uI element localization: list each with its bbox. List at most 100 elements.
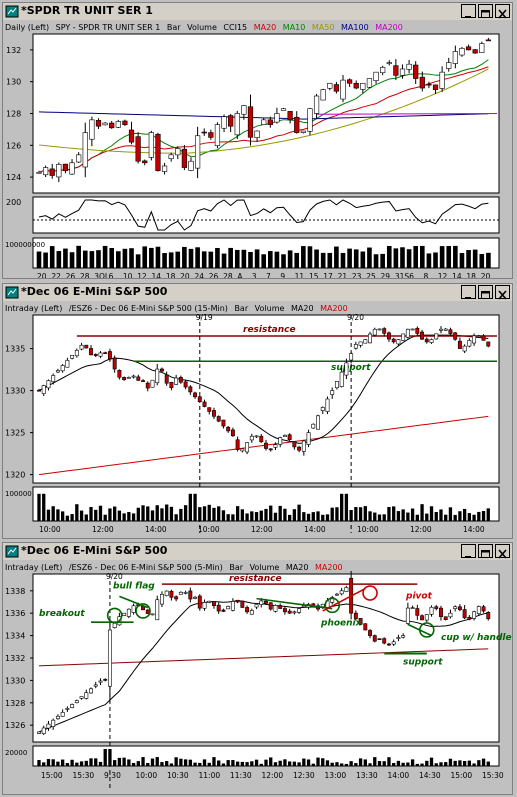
volume-bar (426, 253, 432, 268)
price-bar (208, 132, 214, 138)
volume-bar (264, 508, 268, 521)
volume-bar (439, 246, 445, 268)
close-button[interactable] (495, 285, 510, 300)
price-bar (462, 609, 467, 619)
price-bar (98, 352, 103, 357)
volume-bar (131, 762, 136, 766)
volume-bar (314, 249, 319, 268)
volume-bar (109, 248, 115, 268)
volume-bar (195, 247, 200, 268)
es-5min-chart[interactable]: 1338 1336 1334 1332 1330 1328 1326 resistance su… (3, 543, 512, 794)
ma50-label: MA50 (311, 23, 335, 32)
chart-header: Daily (Left) SPY - SPDR TR UNIT SER 1 Ba… (5, 23, 407, 32)
volume-bar (283, 759, 287, 766)
phoenix-circle (324, 597, 341, 614)
volume-bar (264, 759, 268, 766)
volume-bar (386, 245, 392, 268)
volume-bar (198, 762, 202, 766)
price-bar (155, 368, 160, 384)
volume-bar (117, 757, 122, 766)
minimize-button[interactable] (461, 285, 476, 299)
minimize-button[interactable] (461, 544, 476, 558)
volume-bar (481, 758, 486, 766)
date-tick-label: 3OJ (94, 272, 107, 278)
volume-bar (169, 763, 174, 766)
volume-bar (429, 757, 434, 766)
price-bar (373, 71, 379, 82)
price-bar (145, 382, 150, 389)
price-tick-label: 1332 (5, 654, 25, 663)
price-bar (51, 719, 56, 727)
volume-bar (344, 763, 349, 766)
price-tick-label: 1328 (5, 699, 25, 708)
maximize-button[interactable] (478, 544, 493, 558)
close-button[interactable] (495, 544, 510, 559)
volume-bar (340, 252, 346, 268)
price-bar (306, 432, 311, 445)
price-bar (485, 39, 492, 42)
bull-flag-circle (135, 603, 151, 619)
minimize-button[interactable] (461, 4, 476, 18)
ma20-line (38, 600, 489, 733)
volume-bar (410, 508, 415, 521)
price-bar (481, 335, 486, 341)
title-bar[interactable]: *Dec 06 E-Mini S&P 500 (3, 543, 512, 560)
volume-bar (82, 250, 88, 268)
volume-bar (254, 759, 259, 766)
symbol-label: /ESZ6 - Dec 06 E-Mini S&P 500 (15-Min) (68, 304, 228, 313)
price-bar (334, 593, 339, 596)
volume-bar (373, 757, 377, 766)
resistance-label: resistance (229, 574, 282, 584)
volume-bar (406, 249, 412, 268)
volume-bar (183, 759, 188, 766)
volume-bar (458, 760, 462, 766)
price-bar (420, 331, 425, 340)
volume-bar (306, 759, 311, 766)
price-bar (327, 82, 333, 89)
maximize-button[interactable] (478, 4, 493, 18)
price-bar (241, 105, 247, 115)
pivot-label: pivot (405, 591, 433, 601)
price-bar (150, 379, 155, 388)
volume-bar (429, 506, 434, 521)
price-bar (349, 353, 354, 361)
volume-bar (69, 252, 75, 268)
maximize-icon (481, 291, 490, 299)
volume-bar (102, 245, 108, 268)
volume-bar (294, 252, 300, 268)
price-bar (457, 340, 462, 349)
phoenix-label: phoenix (320, 619, 363, 629)
volume-bar (382, 514, 386, 521)
cci-panel (32, 196, 500, 234)
price-bar (267, 119, 273, 125)
price-bar (164, 374, 169, 384)
price-bar (432, 84, 439, 90)
maximize-button[interactable] (478, 285, 493, 299)
price-bar (202, 602, 207, 609)
volume-bar (56, 251, 62, 268)
date-tick-label: 23 (352, 272, 362, 278)
volume-bar (330, 762, 334, 766)
title-bar[interactable]: *SPDR TR UNIT SER 1 (3, 3, 512, 20)
spy-daily-window: *SPDR TR UNIT SER 1 Daily (Left) SPY - S… (2, 2, 513, 279)
volume-bar (98, 761, 103, 766)
volume-bar (334, 246, 339, 268)
volume-bar (96, 250, 101, 268)
volume-bar (306, 513, 311, 521)
price-bar (117, 369, 122, 378)
price-bar (358, 341, 363, 346)
price-bar (169, 381, 174, 389)
volume-bar (274, 251, 280, 268)
volume-bar (344, 493, 349, 521)
price-bar (443, 328, 448, 331)
price-bar (249, 610, 254, 615)
price-bar (292, 611, 297, 614)
volume-bar (377, 761, 382, 766)
price-bar (446, 62, 452, 69)
volume-bar (458, 511, 462, 521)
title-bar[interactable]: *Dec 06 E-Mini S&P 500 (3, 284, 512, 301)
close-button[interactable] (495, 4, 510, 19)
es-15min-chart[interactable]: 1335 1330 1325 1320 resistance support 9/19 9/2… (3, 284, 512, 538)
price-bar (212, 601, 216, 606)
